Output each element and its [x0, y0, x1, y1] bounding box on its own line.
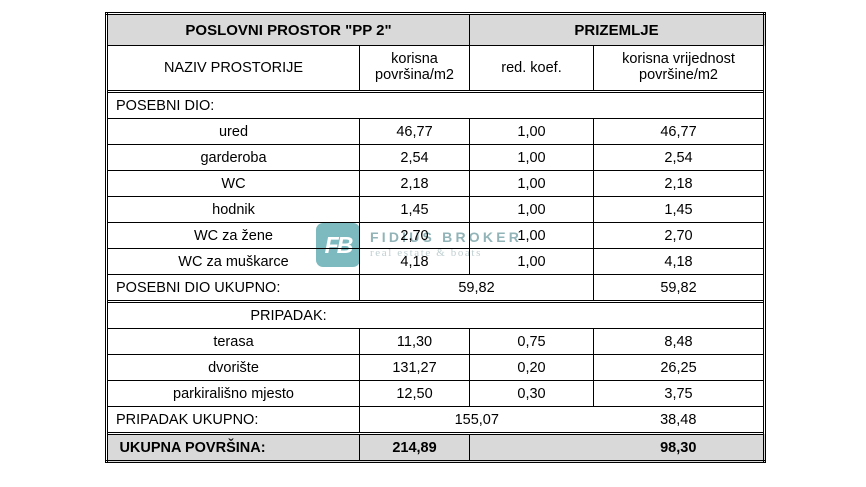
row-coef: 0,30 [469, 380, 595, 407]
table-row: hodnik 1,45 1,00 1,45 [105, 196, 767, 223]
table-row: dvorište 131,27 0,20 26,25 [105, 354, 767, 381]
row-value: 3,75 [593, 380, 767, 407]
row-name: WC za muškarce [105, 248, 360, 275]
table-row: ured 46,77 1,00 46,77 [105, 118, 767, 145]
row-area: 1,45 [358, 196, 471, 223]
section-total-label: POSEBNI DIO UKUPNO: [105, 274, 360, 302]
row-value: 2,54 [593, 144, 767, 171]
section-total-value: 59,82 [593, 274, 767, 302]
section-total-value: 38,48 [593, 406, 767, 434]
col-header-useful-value-line2: površine/m2 [639, 67, 718, 83]
row-name: WC za žene [105, 222, 360, 249]
row-area: 46,77 [358, 118, 471, 145]
table-row: parkirališno mjesto 12,50 0,30 3,75 [105, 380, 767, 407]
section-total-label: PRIPADAK UKUPNO: [105, 406, 360, 434]
row-coef: 1,00 [469, 144, 595, 171]
row-name: WC [105, 170, 360, 197]
row-coef: 1,00 [469, 248, 595, 275]
col-header-useful-area-line1: korisna [391, 51, 438, 68]
col-header-useful-area: korisna površina/m2 [358, 45, 471, 92]
row-area: 2,18 [358, 170, 471, 197]
row-coef: 0,75 [469, 328, 595, 355]
col-header-room-name: NAZIV PROSTORIJE [105, 45, 360, 92]
header-floor-title: PRIZEMLJE [469, 12, 767, 46]
row-area: 2,54 [358, 144, 471, 171]
section-title-posebni-dio: POSEBNI DIO: [104, 90, 767, 119]
row-area: 12,50 [358, 380, 471, 407]
row-value: 2,18 [593, 170, 767, 197]
area-calculation-table: POSLOVNI PROSTOR "PP 2" PRIZEMLJE NAZIV … [104, 12, 767, 463]
row-value: 1,45 [593, 196, 767, 223]
row-value: 46,77 [593, 118, 767, 145]
section-title-row: POSEBNI DIO: [104, 90, 767, 119]
area-calculation-table-wrapper: POSLOVNI PROSTOR "PP 2" PRIZEMLJE NAZIV … [104, 12, 767, 463]
row-name: parkirališno mjesto [105, 380, 360, 407]
section-total-row: POSEBNI DIO UKUPNO: 59,82 59,82 [105, 274, 767, 302]
grand-total-spacer [469, 432, 594, 463]
row-name: dvorište [105, 354, 360, 381]
table-row: terasa 11,30 0,75 8,48 [105, 328, 767, 355]
row-coef: 1,00 [469, 222, 595, 249]
row-coef: 1,00 [469, 118, 595, 145]
section-title-row: PRIPADAK: [104, 300, 767, 329]
row-name: terasa [105, 328, 360, 355]
grand-total-value: 98,30 [593, 432, 767, 463]
table-row: WC za muškarce 4,18 1,00 4,18 [105, 248, 767, 275]
row-value: 4,18 [593, 248, 767, 275]
row-name: hodnik [105, 196, 360, 223]
row-area: 2,70 [358, 222, 471, 249]
row-value: 8,48 [593, 328, 767, 355]
header-property-title: POSLOVNI PROSTOR "PP 2" [104, 12, 471, 46]
grand-total-row: UKUPNA POVRŠINA: 214,89 98,30 [105, 432, 767, 463]
col-header-useful-value-line1: korisna vrijednost [622, 51, 735, 68]
col-header-coefficient: red. koef. [469, 45, 595, 92]
section-total-area: 155,07 [358, 406, 594, 434]
section-total-area: 59,82 [358, 274, 595, 302]
table-row: WC za žene 2,70 1,00 2,70 [105, 222, 767, 249]
row-area: 4,18 [358, 248, 471, 275]
row-area: 11,30 [358, 328, 471, 355]
col-header-useful-value: korisna vrijednost površine/m2 [593, 45, 767, 92]
section-title-pripadak: PRIPADAK: [104, 300, 767, 329]
table-row: garderoba 2,54 1,00 2,54 [105, 144, 767, 171]
row-value: 2,70 [593, 222, 767, 249]
grand-total-label: UKUPNA POVRŠINA: [105, 432, 360, 463]
row-name: ured [105, 118, 360, 145]
table-row: WC 2,18 1,00 2,18 [105, 170, 767, 197]
table-column-header-row: NAZIV PROSTORIJE korisna površina/m2 red… [105, 45, 767, 92]
row-name: garderoba [105, 144, 360, 171]
grand-total-area: 214,89 [359, 432, 471, 463]
row-value: 26,25 [593, 354, 767, 381]
section-total-row: PRIPADAK UKUPNO: 155,07 38,48 [105, 406, 767, 434]
row-area: 131,27 [358, 354, 471, 381]
table-header-top-row: POSLOVNI PROSTOR "PP 2" PRIZEMLJE [104, 12, 767, 46]
col-header-useful-area-line2: površina/m2 [375, 67, 454, 83]
row-coef: 1,00 [469, 170, 595, 197]
row-coef: 1,00 [469, 196, 595, 223]
row-coef: 0,20 [469, 354, 595, 381]
